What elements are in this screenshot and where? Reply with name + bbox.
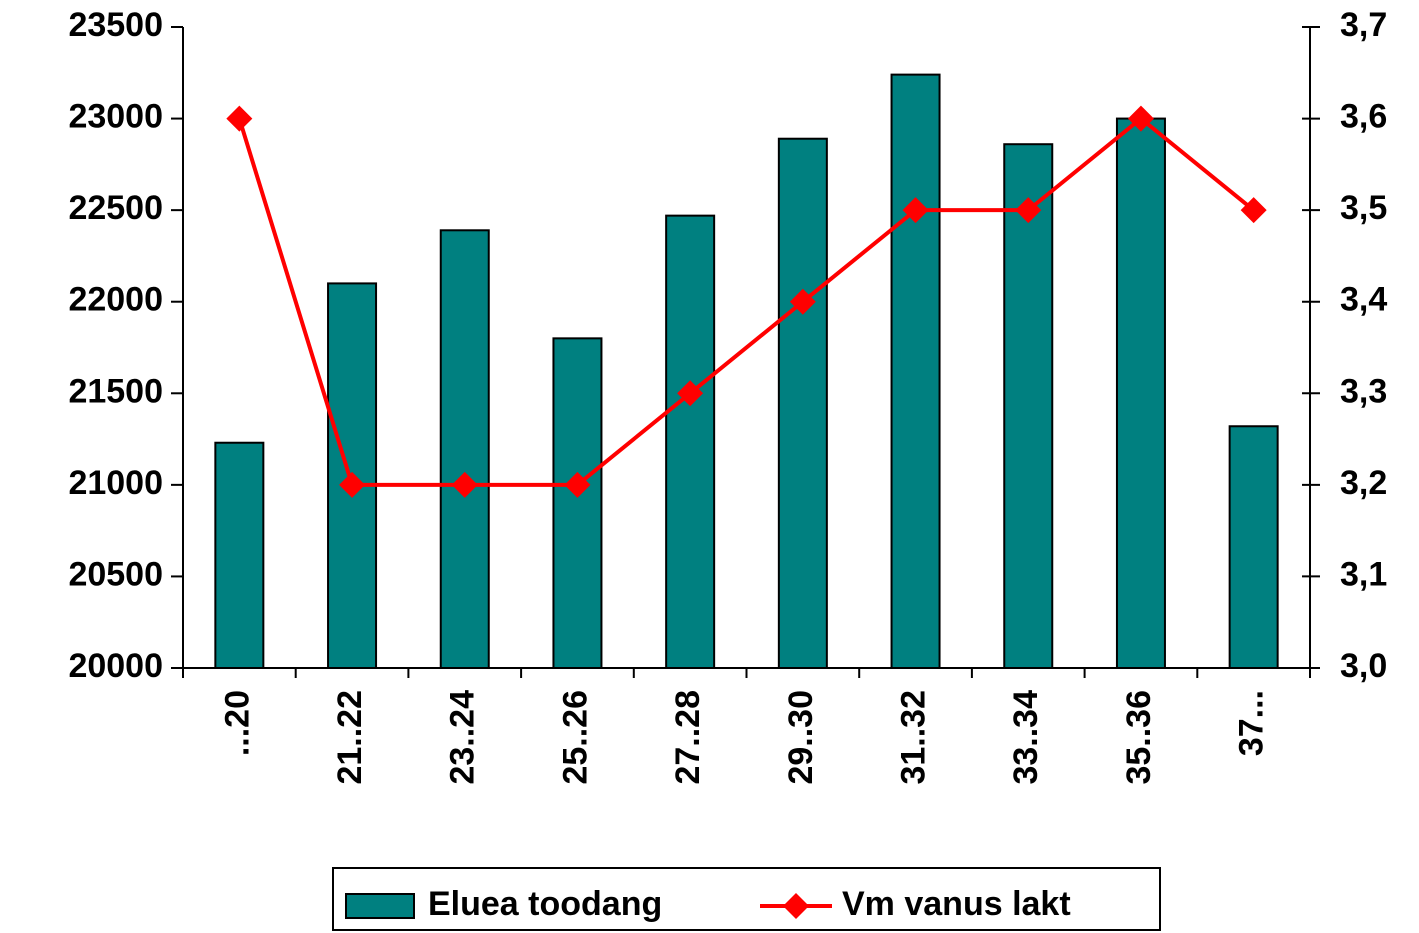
legend-label: Eluea toodang (428, 885, 662, 923)
y-tick-label: 21500 (68, 372, 163, 410)
y2-tick-label: 3,1 (1340, 555, 1387, 593)
x-tick-label: 23..24 (444, 690, 482, 785)
x-tick-label: 31..32 (895, 690, 933, 785)
y2-tick-label: 3,4 (1340, 281, 1387, 319)
bar (439, 229, 490, 669)
x-tick-label: 35..36 (1120, 690, 1158, 785)
line (237, 115, 1255, 487)
x-tick-label: 33..34 (1007, 690, 1045, 785)
y2-tick-label: 3,2 (1340, 464, 1387, 502)
y-tick-label: 20500 (68, 555, 163, 593)
y2-tick-label: 3,0 (1340, 647, 1387, 685)
y-tick-label: 21000 (68, 464, 163, 502)
y-tick-label: 22000 (68, 281, 163, 319)
legend-label: Vm vanus lakt (842, 885, 1071, 923)
bar (777, 137, 828, 669)
y-tick-label: 22500 (68, 189, 163, 227)
bar (1003, 143, 1054, 669)
y-tick-label: 20000 (68, 647, 163, 685)
x-tick-label: 27..28 (669, 690, 707, 785)
x-tick-label: 25..26 (556, 690, 594, 785)
legend-marker (783, 893, 809, 919)
bar (890, 73, 941, 670)
x-tick-label: ...20 (218, 690, 256, 756)
marker (1015, 197, 1042, 224)
x-tick-label: 21..22 (331, 690, 369, 785)
marker (1127, 105, 1154, 132)
bar (665, 214, 716, 669)
marker (226, 105, 253, 132)
bar (1228, 425, 1279, 669)
marker (339, 471, 366, 498)
marker (902, 197, 929, 224)
bar (552, 337, 603, 669)
marker (789, 288, 816, 315)
marker (677, 380, 704, 407)
y2-tick-label: 3,7 (1340, 6, 1387, 44)
marker (1240, 197, 1267, 224)
x-tick-label: 29..30 (782, 690, 820, 785)
bar (1115, 117, 1166, 670)
x-tick-label: 37... (1233, 690, 1271, 756)
marker (564, 471, 591, 498)
y-tick-label: 23500 (68, 6, 163, 44)
marker (451, 471, 478, 498)
y-tick-label: 23000 (68, 98, 163, 136)
legend-box (332, 867, 1161, 931)
legend-swatch (345, 893, 415, 919)
y2-tick-label: 3,3 (1340, 372, 1387, 410)
bar (214, 441, 265, 669)
y2-tick-label: 3,5 (1340, 189, 1387, 227)
y2-tick-label: 3,6 (1340, 98, 1387, 136)
